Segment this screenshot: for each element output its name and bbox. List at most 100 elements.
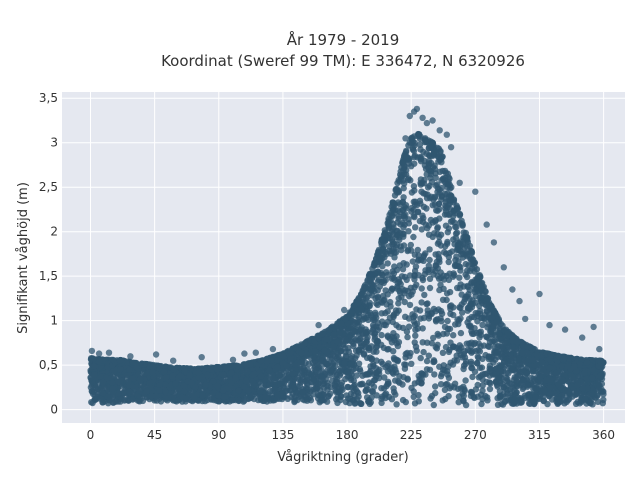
data-point [507, 386, 514, 393]
data-point [581, 369, 588, 376]
data-point [457, 238, 464, 245]
data-point [243, 361, 250, 369]
data-point [431, 371, 438, 378]
data-point [412, 332, 419, 339]
data-point [305, 369, 312, 376]
data-point [374, 293, 382, 300]
data-point [415, 391, 422, 399]
data-point [517, 395, 524, 402]
data-point [418, 154, 425, 161]
data-point [445, 174, 452, 181]
data-point [381, 296, 388, 303]
data-point [136, 398, 143, 405]
data-point [439, 397, 446, 404]
data-point [553, 369, 560, 377]
data-point [418, 285, 425, 292]
data-point [437, 381, 445, 388]
data-point [318, 354, 326, 362]
data-point [467, 249, 475, 257]
data-point [398, 246, 405, 254]
data-point [315, 380, 322, 387]
data-point [409, 311, 416, 318]
data-point [400, 242, 408, 249]
data-point [450, 270, 457, 277]
data-point [350, 342, 357, 350]
data-point [450, 332, 457, 339]
data-point [546, 391, 554, 398]
data-point [429, 233, 436, 241]
data-point [382, 287, 389, 294]
data-point [408, 247, 415, 254]
data-point [298, 342, 305, 349]
data-point [368, 356, 375, 363]
data-point [310, 376, 318, 383]
data-point [423, 357, 431, 365]
data-point [468, 360, 475, 368]
data-point [536, 374, 543, 381]
data-point [441, 323, 449, 331]
data-point [483, 378, 490, 386]
data-point [411, 139, 418, 147]
data-point [594, 377, 601, 385]
data-point [390, 311, 398, 318]
data-point [316, 343, 324, 351]
data-point [223, 365, 230, 372]
data-point [335, 330, 343, 337]
data-point [241, 397, 248, 404]
data-point [395, 324, 403, 331]
data-point [478, 279, 486, 287]
data-point [451, 262, 459, 270]
data-point [445, 348, 453, 356]
data-point [401, 214, 408, 222]
data-point [460, 398, 467, 405]
data-point [439, 167, 446, 175]
data-point [445, 258, 452, 266]
data-point [402, 398, 409, 406]
data-point [561, 371, 568, 378]
data-point [430, 151, 437, 158]
data-point [388, 287, 395, 294]
data-point [429, 140, 437, 147]
data-point [440, 272, 447, 279]
data-point [156, 382, 163, 389]
data-point [543, 369, 550, 377]
data-point [136, 376, 144, 383]
data-point [319, 374, 326, 381]
data-point [411, 160, 418, 167]
data-point [381, 230, 388, 238]
data-point [477, 373, 484, 380]
data-point [401, 273, 409, 281]
data-point [471, 263, 478, 271]
data-point [442, 207, 450, 215]
data-point [321, 347, 328, 354]
data-point [430, 271, 437, 278]
data-point [507, 351, 514, 358]
data-point [399, 266, 407, 273]
data-point [514, 372, 522, 379]
data-point [479, 321, 486, 329]
data-point [382, 248, 389, 256]
data-point [296, 382, 304, 389]
data-point [502, 374, 510, 381]
data-point [430, 196, 437, 203]
data-point [378, 399, 385, 407]
data-point [468, 278, 475, 286]
data-point [384, 346, 391, 353]
data-point [368, 394, 375, 401]
data-point [263, 375, 270, 382]
data-point [584, 375, 591, 382]
data-point [180, 382, 188, 390]
data-point [262, 393, 269, 401]
data-point [424, 225, 431, 232]
data-point [432, 174, 439, 181]
data-point [439, 349, 447, 356]
data-point [392, 391, 399, 398]
data-point [498, 400, 505, 407]
data-point [470, 256, 477, 264]
data-point [436, 215, 443, 222]
data-point [434, 224, 441, 231]
data-point [373, 392, 380, 399]
data-point [304, 386, 311, 393]
data-point [313, 386, 320, 393]
data-point [449, 361, 457, 368]
